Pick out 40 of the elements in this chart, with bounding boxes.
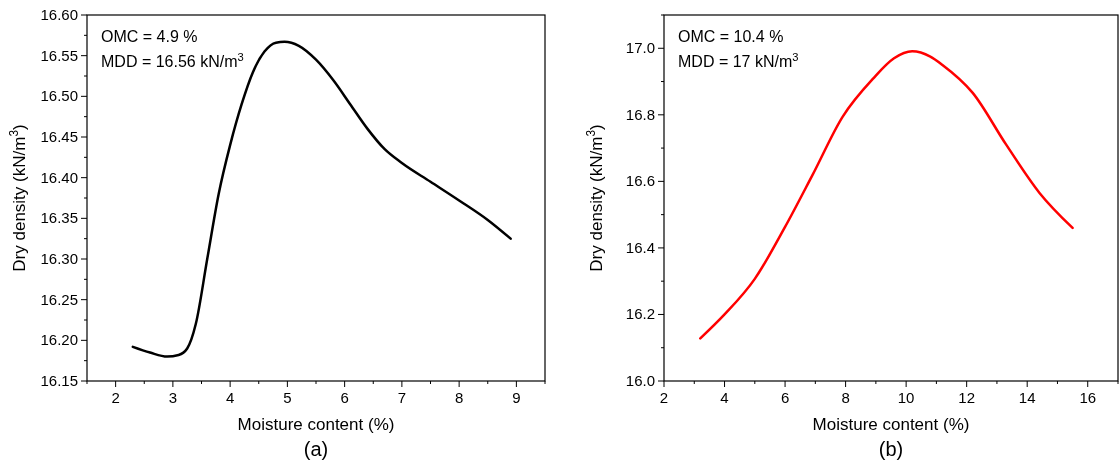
annotation: MDD = 17 kN/m$^{3}$: [678, 51, 799, 70]
y-tick-label: 16.40: [40, 168, 78, 186]
y-tick-label: 16.25: [40, 290, 78, 308]
y-tick-label: 16.35: [40, 209, 78, 227]
y-tick-label: 16.60: [40, 6, 78, 23]
x-tick-label: 14: [1018, 389, 1036, 406]
y-tick-label: 16.6: [625, 172, 655, 190]
y-tick-label: 16.55: [40, 46, 78, 64]
y-tick-label: 17.0: [625, 39, 655, 57]
x-tick-label: 4: [225, 389, 235, 406]
x-tick-label: 6: [340, 389, 349, 406]
y-tick-label: 16.2: [625, 305, 655, 323]
x-tick-label: 9: [512, 389, 521, 406]
x-tick-label: 3: [168, 389, 178, 406]
y-tick-label: 16.20: [40, 331, 78, 349]
y-tick-label: 16.8: [625, 105, 655, 123]
y-tick-label: 16.15: [40, 372, 78, 389]
y-tick-label: 16.30: [40, 250, 78, 267]
x-tick-label: 7: [397, 389, 407, 406]
x-tick-label: 10: [897, 389, 915, 406]
annotation: MDD = 16.56 kN/m$^{3}$: [101, 51, 244, 70]
x-tick-label: 4: [720, 389, 729, 406]
x-tick-label: 2: [111, 389, 120, 406]
annotation: OMC = 10.4 %: [678, 28, 784, 45]
x-tick-label: 2: [659, 389, 669, 406]
y-tick-label: 16.0: [625, 372, 655, 389]
annotation: OMC = 4.9 %: [101, 28, 198, 45]
x-tick-label: 8: [454, 389, 464, 406]
x-axis-title: Moisture content (%): [237, 415, 395, 434]
y-tick-label: 16.45: [40, 128, 78, 145]
x-tick-label: 16: [1079, 389, 1097, 406]
text: (b): [878, 438, 904, 460]
y-tick-label: 16.50: [40, 87, 78, 105]
x-tick-label: 6: [780, 389, 790, 406]
x-tick-label: 5: [283, 389, 292, 406]
x-tick-label: 12: [958, 389, 976, 406]
x-tick-label: 8: [841, 389, 850, 406]
x-axis-title: Moisture content (%): [812, 415, 970, 434]
y-tick-label: 16.4: [625, 238, 655, 256]
text: (a): [303, 438, 329, 460]
